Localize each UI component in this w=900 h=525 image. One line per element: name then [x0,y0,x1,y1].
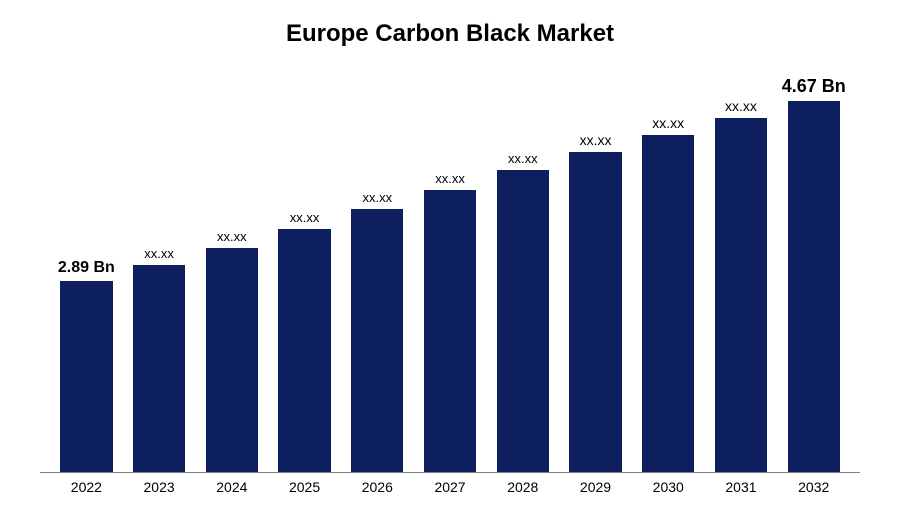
bar-value-label: 4.67 Bn [782,76,846,97]
x-axis: 2022202320242025202620272028202920302031… [40,473,860,495]
bar-group: xx.xx [632,68,705,472]
bar [206,248,258,472]
x-axis-tick: 2026 [341,479,414,495]
x-axis-tick: 2023 [123,479,196,495]
bar [133,265,185,472]
bar-value-label: xx.xx [725,98,757,114]
plot-area: 2.89 Bn xx.xx xx.xx xx.xx xx.xx xx.xx xx.xx xx.… [40,68,860,473]
x-axis-tick: 2028 [486,479,559,495]
bar-group: xx.xx [195,68,268,472]
x-axis-tick: 2027 [414,479,487,495]
bar-group: 4.67 Bn [777,68,850,472]
x-axis-tick: 2031 [705,479,778,495]
bar-value-label: xx.xx [580,132,612,148]
bar-group: xx.xx [268,68,341,472]
x-axis-tick: 2029 [559,479,632,495]
x-axis-tick: 2025 [268,479,341,495]
bar [715,118,767,473]
bar [278,229,330,472]
bar-group: xx.xx [705,68,778,472]
chart-container: Europe Carbon Black Market 2.89 Bn xx.xx x… [0,0,900,525]
bar-group: xx.xx [559,68,632,472]
bar-group: xx.xx [414,68,487,472]
bar-value-label: xx.xx [144,246,174,261]
bar-value-label: xx.xx [652,115,684,131]
bar-value-label: xx.xx [435,171,465,186]
bar-group: xx.xx [123,68,196,472]
bar-value-label: xx.xx [290,210,320,225]
bar [424,190,476,472]
bar-group: 2.89 Bn [50,68,123,472]
bar [497,170,549,472]
x-axis-tick: 2030 [632,479,705,495]
x-axis-tick: 2032 [777,479,850,495]
bar-value-label: xx.xx [508,151,538,166]
x-axis-tick: 2024 [195,479,268,495]
bar-group: xx.xx [486,68,559,472]
bar [642,135,694,472]
bar-value-label: xx.xx [217,229,247,244]
bar [60,281,112,472]
bar-value-label: 2.89 Bn [58,259,115,277]
bar-value-label: xx.xx [362,190,392,205]
chart-title: Europe Carbon Black Market [40,20,860,48]
bar [351,209,403,472]
bar [569,152,621,472]
x-axis-tick: 2022 [50,479,123,495]
bar [788,101,840,472]
bar-group: xx.xx [341,68,414,472]
